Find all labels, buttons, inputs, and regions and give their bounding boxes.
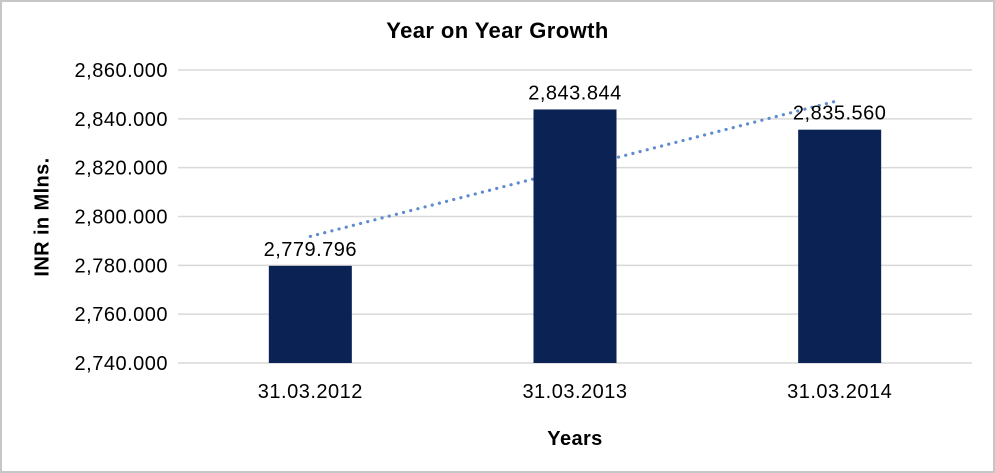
y-tick-label: 2,860.000 [75, 60, 168, 82]
y-tick-label: 2,820.000 [75, 158, 168, 180]
bar-value-label: 2,835.560 [793, 103, 886, 125]
x-axis-title: Years [547, 428, 603, 450]
y-tick-label: 2,780.000 [75, 255, 168, 277]
y-tick-label: 2,740.000 [75, 353, 168, 375]
x-tick-label: 31.03.2014 [787, 381, 892, 403]
bar-31.03.2014 [798, 129, 882, 363]
bar-31.03.2013 [533, 109, 617, 363]
chart-title: Year on Year Growth [386, 18, 609, 43]
bar-value-label: 2,843.844 [528, 82, 621, 104]
y-tick-label: 2,800.000 [75, 207, 168, 229]
y-tick-label: 2,840.000 [75, 109, 168, 131]
y-tick-label: 2,760.000 [75, 304, 168, 326]
x-tick-label: 31.03.2012 [258, 381, 363, 403]
bar-value-label: 2,779.796 [264, 239, 357, 261]
bar-31.03.2012 [268, 265, 352, 363]
x-tick-label: 31.03.2013 [522, 381, 627, 403]
